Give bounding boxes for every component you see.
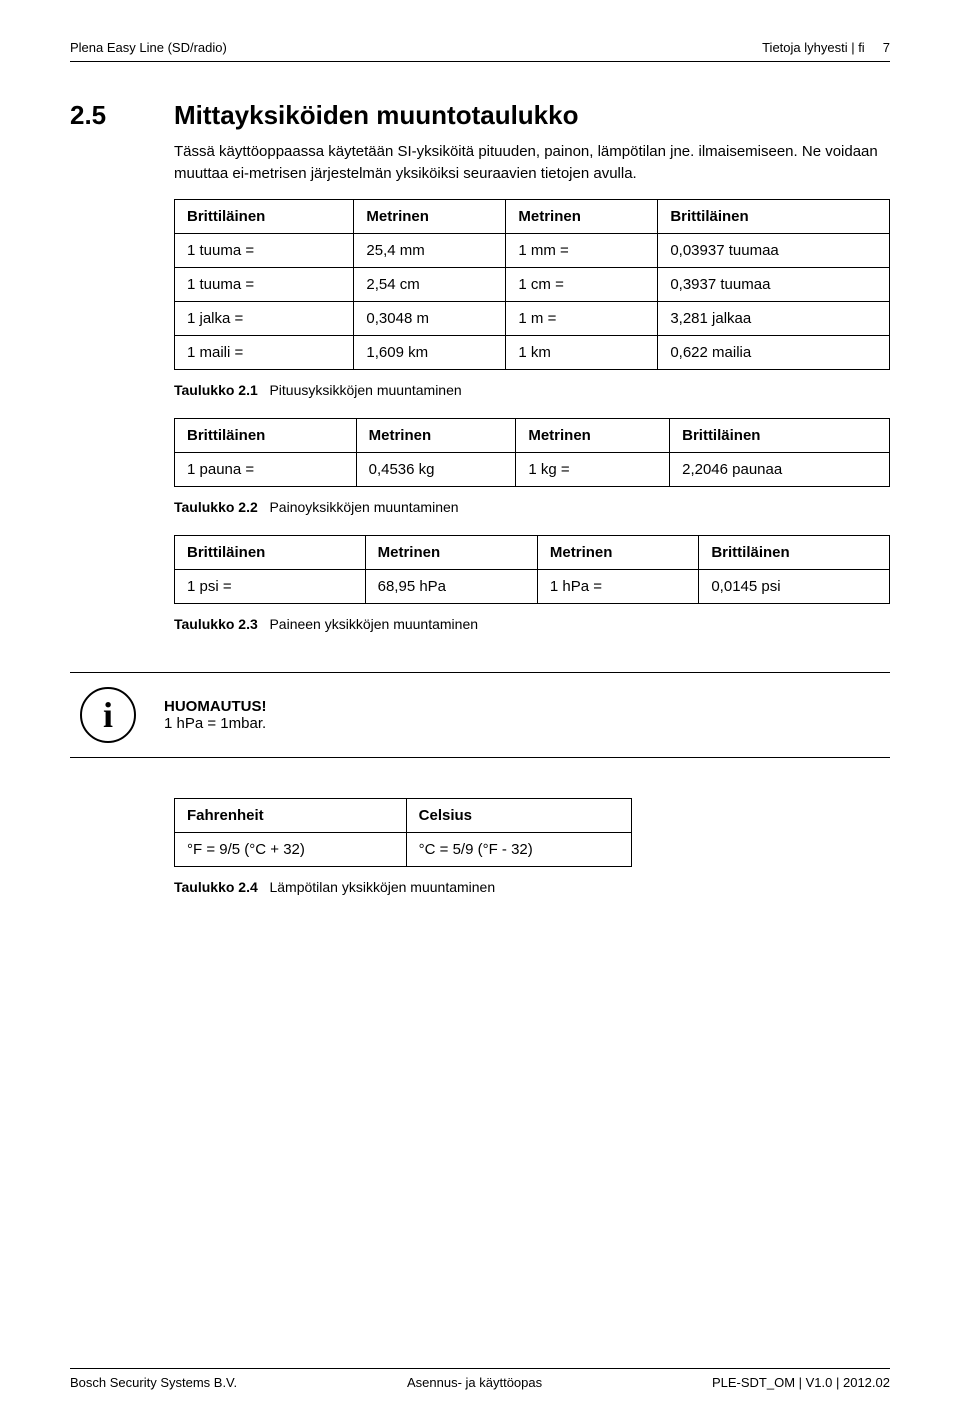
section-number: 2.5 xyxy=(70,100,140,652)
page-header: Plena Easy Line (SD/radio) Tietoja lyhye… xyxy=(70,40,890,62)
table-header-row: Brittiläinen Metrinen Metrinen Brittiläi… xyxy=(175,535,890,569)
col-header: Brittiläinen xyxy=(175,535,366,569)
header-left: Plena Easy Line (SD/radio) xyxy=(70,40,227,55)
table-header-row: Brittiläinen Metrinen Metrinen Brittiläi… xyxy=(175,199,890,233)
info-icon: i xyxy=(80,687,136,743)
table-row: 1 maili =1,609 km1 km0,622 mailia xyxy=(175,335,890,369)
col-header: Brittiläinen xyxy=(175,418,357,452)
header-right: Tietoja lyhyesti | fi 7 xyxy=(762,40,890,55)
notice-box: i HUOMAUTUS! 1 hPa = 1mbar. xyxy=(70,672,890,758)
col-header: Metrinen xyxy=(356,418,516,452)
pressure-table: Brittiläinen Metrinen Metrinen Brittiläi… xyxy=(174,535,890,604)
table-row: 1 tuuma =2,54 cm1 cm =0,3937 tuumaa xyxy=(175,267,890,301)
col-header: Metrinen xyxy=(354,199,506,233)
notice-title: HUOMAUTUS! xyxy=(164,698,267,715)
section-intro: Tässä käyttöoppaassa käytetään SI-yksikö… xyxy=(174,141,890,185)
col-header: Brittiläinen xyxy=(699,535,890,569)
footer-right: PLE-SDT_OM | V1.0 | 2012.02 xyxy=(712,1375,890,1390)
footer-center: Asennus- ja käyttöopas xyxy=(407,1375,542,1390)
table-caption: Taulukko 2.2 Painoyksikköjen muuntaminen xyxy=(174,499,890,515)
table-row: °F = 9/5 (°C + 32) °C = 5/9 (°F - 32) xyxy=(175,832,632,866)
length-table: Brittiläinen Metrinen Metrinen Brittiläi… xyxy=(174,199,890,370)
notice-text: 1 hPa = 1mbar. xyxy=(164,715,266,732)
col-header: Metrinen xyxy=(537,535,698,569)
section-body: Mittayksiköiden muuntotaulukko Tässä käy… xyxy=(174,100,890,652)
col-header: Metrinen xyxy=(506,199,658,233)
section-title: Mittayksiköiden muuntotaulukko xyxy=(174,100,890,131)
table-row: 1 pauna =0,4536 kg1 kg =2,2046 paunaa xyxy=(175,452,890,486)
page-number: 7 xyxy=(883,40,890,55)
temperature-table: Fahrenheit Celsius °F = 9/5 (°C + 32) °C… xyxy=(174,798,632,867)
table-caption: Taulukko 2.1 Pituusyksikköjen muuntamine… xyxy=(174,382,890,398)
col-header: Brittiläinen xyxy=(175,199,354,233)
table-row: 1 jalka =0,3048 m1 m =3,281 jalkaa xyxy=(175,301,890,335)
page: Plena Easy Line (SD/radio) Tietoja lyhye… xyxy=(0,0,960,1418)
col-header: Celsius xyxy=(406,798,632,832)
table-caption: Taulukko 2.3 Paineen yksikköjen muuntami… xyxy=(174,616,890,632)
table-header-row: Brittiläinen Metrinen Metrinen Brittiläi… xyxy=(175,418,890,452)
footer-left: Bosch Security Systems B.V. xyxy=(70,1375,237,1390)
notice-body: HUOMAUTUS! 1 hPa = 1mbar. xyxy=(164,698,267,732)
weight-table: Brittiläinen Metrinen Metrinen Brittiläi… xyxy=(174,418,890,487)
table-row: 1 psi =68,95 hPa1 hPa =0,0145 psi xyxy=(175,569,890,603)
temperature-section: Fahrenheit Celsius °F = 9/5 (°C + 32) °C… xyxy=(70,798,890,895)
col-header: Metrinen xyxy=(516,418,670,452)
section: 2.5 Mittayksiköiden muuntotaulukko Tässä… xyxy=(70,100,890,652)
col-header: Fahrenheit xyxy=(175,798,407,832)
col-header: Metrinen xyxy=(365,535,537,569)
table-header-row: Fahrenheit Celsius xyxy=(175,798,632,832)
col-header: Brittiläinen xyxy=(670,418,890,452)
table-row: 1 tuuma =25,4 mm1 mm =0,03937 tuumaa xyxy=(175,233,890,267)
col-header: Brittiläinen xyxy=(658,199,890,233)
page-footer: Bosch Security Systems B.V. Asennus- ja … xyxy=(70,1368,890,1390)
table-caption: Taulukko 2.4 Lämpötilan yksikköjen muunt… xyxy=(174,879,890,895)
